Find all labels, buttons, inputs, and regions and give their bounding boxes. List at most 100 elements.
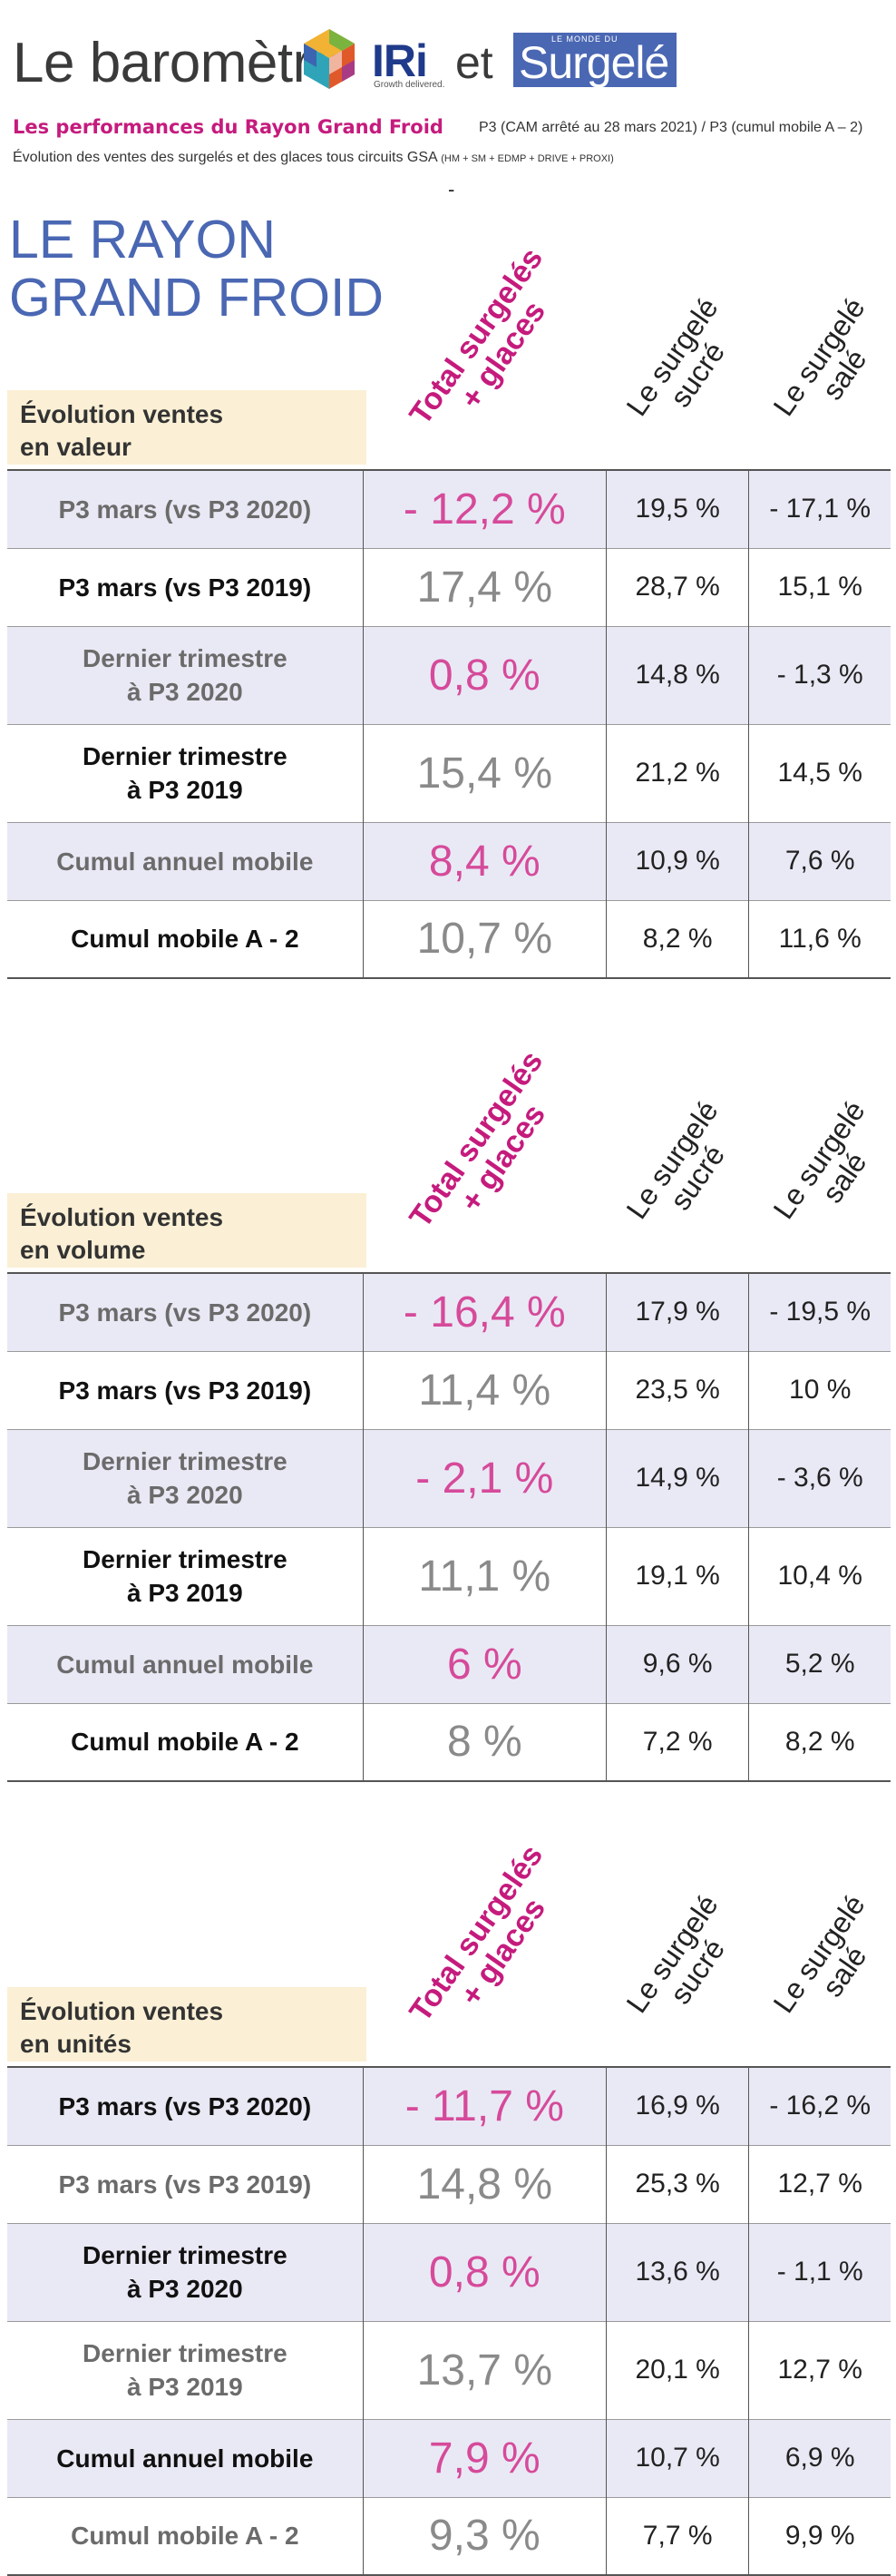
row-label-line1: Cumul mobile A - 2 — [71, 1728, 299, 1757]
cell-sucre: 25,3 % — [605, 2145, 749, 2223]
column-header-sale: Le surgelé salé — [762, 285, 896, 446]
cell-total: 11,4 % — [362, 1351, 607, 1429]
row-label-line2: à P3 2019 — [127, 776, 243, 804]
surgele-logo-text: Surgelé — [519, 37, 669, 88]
column-header-sucre: Le surgelé sucré — [615, 1088, 754, 1249]
table-row: Dernier trimestre à P3 2019 13,7 % 20,1 % 12… — [7, 2321, 891, 2419]
evolution-label: Évolution ventes en valeur — [20, 398, 223, 464]
rayon-title-line2: GRAND FROID — [9, 268, 384, 328]
row-label-line1: Cumul annuel mobile — [56, 2444, 314, 2473]
row-label-line1: Dernier trimestre — [83, 644, 287, 672]
column-header-sucre: Le surgelé sucré — [615, 285, 754, 446]
subtitle-channels: (HM + SM + EDMP + DRIVE + PROXI) — [441, 153, 614, 164]
evolution-label-label-line2: en unités — [20, 2030, 131, 2058]
row-label: Dernier trimestre à P3 2019 — [7, 724, 363, 822]
evolution-label-label-line2: en volume — [20, 1236, 146, 1264]
cell-sale: - 1,1 % — [748, 2223, 891, 2321]
cell-sucre: 14,9 % — [605, 1429, 749, 1527]
cell-total: 15,4 % — [362, 724, 607, 822]
row-label: P3 mars (vs P3 2019) — [7, 1351, 363, 1429]
barometre-title: Le baromètre — [13, 32, 342, 94]
performance-headline: Les performances du Rayon Grand Froid — [13, 116, 443, 138]
table-row: P3 mars (vs P3 2020) - 11,7 % 16,9 % - 16,2… — [7, 2067, 891, 2145]
row-label-line1: Dernier trimestre — [83, 742, 287, 770]
row-label: Cumul annuel mobile — [7, 1625, 363, 1703]
row-label: P3 mars (vs P3 2019) — [7, 2145, 363, 2223]
table-row: Cumul annuel mobile 7,9 % 10,7 % 6,9 % — [7, 2419, 891, 2497]
cell-sucre: 7,7 % — [605, 2497, 749, 2575]
cell-total: - 12,2 % — [362, 470, 607, 548]
cell-total: 0,8 % — [362, 626, 607, 724]
row-label-line1: Cumul annuel mobile — [56, 847, 314, 876]
table-row: P3 mars (vs P3 2020) - 12,2 % 19,5 % - 17,1… — [7, 470, 891, 548]
cell-sale: - 17,1 % — [748, 470, 891, 548]
row-label-line1: P3 mars (vs P3 2019) — [58, 1376, 312, 1405]
cell-sale: 10 % — [748, 1351, 891, 1429]
data-table: P3 mars (vs P3 2020) - 12,2 % 19,5 % - 17,1… — [7, 469, 891, 979]
surgele-logo-box — [513, 33, 677, 87]
row-label: Cumul annuel mobile — [7, 2419, 363, 2497]
cell-sucre: 10,7 % — [605, 2419, 749, 2497]
cell-total: 14,8 % — [362, 2145, 607, 2223]
cell-sale: 10,4 % — [748, 1527, 891, 1625]
row-label: Dernier trimestre à P3 2020 — [7, 626, 363, 724]
column-header-sale: Le surgelé salé — [762, 1882, 896, 2043]
row-label-line1: P3 mars (vs P3 2019) — [58, 2170, 312, 2199]
row-label-line1: Cumul mobile A - 2 — [71, 925, 299, 954]
row-label-line1: Dernier trimestre — [83, 2339, 287, 2367]
iri-cube-logo-icon — [304, 29, 355, 89]
evolution-label: Évolution ventes en unités — [20, 1995, 223, 2061]
table-row: P3 mars (vs P3 2019) 11,4 % 23,5 % 10 % — [7, 1351, 891, 1429]
row-label: Dernier trimestre à P3 2019 — [7, 1527, 363, 1625]
cell-sale: 6,9 % — [748, 2419, 891, 2497]
table-row: Dernier trimestre à P3 2019 15,4 % 21,2 % 14… — [7, 724, 891, 822]
dash-mark: - — [448, 178, 455, 201]
row-label-line2: à P3 2020 — [127, 1481, 243, 1509]
cell-total: 6 % — [362, 1625, 607, 1703]
cell-sale: - 3,6 % — [748, 1429, 891, 1527]
rayon-title-line1: LE RAYON — [9, 210, 276, 269]
row-label-line2: à P3 2019 — [127, 1579, 243, 1607]
evolution-label: Évolution ventes en volume — [20, 1201, 223, 1267]
row-label: P3 mars (vs P3 2020) — [7, 1273, 363, 1351]
table-row: Cumul mobile A - 2 9,3 % 7,7 % 9,9 % — [7, 2497, 891, 2575]
cell-sucre: 9,6 % — [605, 1625, 749, 1703]
cell-sucre: 8,2 % — [605, 900, 749, 978]
column-header-total: Total surgelés + glaces — [395, 1033, 584, 1264]
table-row: Dernier trimestre à P3 2019 11,1 % 19,1 % 10… — [7, 1527, 891, 1625]
table-row: Dernier trimestre à P3 2020 0,8 % 14,8 % - 1… — [7, 626, 891, 724]
column-header-sale: Le surgelé salé — [762, 1088, 896, 1249]
row-label-line1: Cumul mobile A - 2 — [71, 2522, 299, 2551]
cell-sale: 5,2 % — [748, 1625, 891, 1703]
cell-sucre: 19,1 % — [605, 1527, 749, 1625]
table-row: P3 mars (vs P3 2020) - 16,4 % 17,9 % - 19,5… — [7, 1273, 891, 1351]
cell-sale: 14,5 % — [748, 724, 891, 822]
row-label-line2: à P3 2019 — [127, 2373, 243, 2401]
cell-total: 7,9 % — [362, 2419, 607, 2497]
cell-total: 8,4 % — [362, 822, 607, 900]
cell-sucre: 19,5 % — [605, 470, 749, 548]
data-table: P3 mars (vs P3 2020) - 11,7 % 16,9 % - 16,2… — [7, 2066, 891, 2576]
row-label-line1: P3 mars (vs P3 2020) — [58, 2091, 312, 2121]
cell-total: - 2,1 % — [362, 1429, 607, 1527]
cell-total: 17,4 % — [362, 548, 607, 626]
cell-sale: - 16,2 % — [748, 2067, 891, 2145]
cell-total: 10,7 % — [362, 900, 607, 978]
data-table: P3 mars (vs P3 2020) - 16,4 % 17,9 % - 19,5… — [7, 1272, 891, 1782]
cell-sucre: 10,9 % — [605, 822, 749, 900]
cell-sale: 12,7 % — [748, 2321, 891, 2419]
surgele-logo-small-text: LE MONDE DU — [551, 34, 618, 44]
table-row: Cumul mobile A - 2 8 % 7,2 % 8,2 % — [7, 1703, 891, 1781]
table-row: Dernier trimestre à P3 2020 - 2,1 % 14,9 % -… — [7, 1429, 891, 1527]
row-label: P3 mars (vs P3 2020) — [7, 2067, 363, 2145]
row-label-line1: P3 mars (vs P3 2020) — [58, 495, 312, 524]
row-label-line1: P3 mars (vs P3 2020) — [58, 1298, 312, 1327]
cell-total: 8 % — [362, 1703, 607, 1781]
conjunction-text: et — [455, 37, 493, 88]
cell-sale: - 1,3 % — [748, 626, 891, 724]
rayon-title: LE RAYON GRAND FROID — [9, 211, 384, 327]
table-row: Cumul annuel mobile 8,4 % 10,9 % 7,6 % — [7, 822, 891, 900]
cell-sale: 12,7 % — [748, 2145, 891, 2223]
row-label-line2: à P3 2020 — [127, 678, 243, 706]
evolution-label-box — [7, 1193, 366, 1268]
